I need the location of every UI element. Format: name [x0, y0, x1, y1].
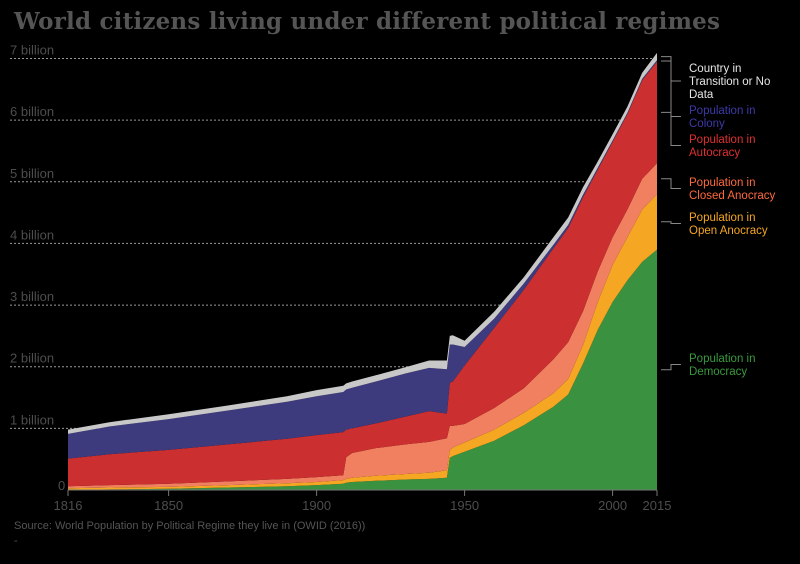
chart-title: World citizens living under different po…: [14, 8, 721, 35]
area-population-in-democracy: [68, 249, 657, 490]
legend-entry-line: Population in: [689, 212, 756, 224]
y-tick-label: 1 billion: [10, 412, 54, 427]
legend-entry-line: Population in: [689, 177, 756, 189]
x-tick-label: 1850: [154, 498, 183, 513]
legend-entry: Population in Autocracy: [689, 134, 756, 159]
legend-entry: Population in Democracy: [689, 353, 756, 378]
legend-leader-line: [661, 178, 681, 189]
legend-entry-line: Colony: [689, 118, 725, 130]
x-tick-label: 2000: [598, 498, 627, 513]
legend-entry: Population in Colony: [689, 105, 756, 130]
legend-leader-line: [661, 60, 681, 117]
legend-leader-line: [661, 111, 681, 146]
legend-entry: Population in Open Anocracy: [689, 212, 768, 237]
legend-entry-line: Population in: [689, 134, 756, 146]
y-tick-label: 5 billion: [10, 166, 54, 181]
legend: Country in Transition or No Data Population…: [661, 56, 776, 378]
y-tick-label: 0: [58, 478, 65, 493]
legend-entry: Country in Transition or No Data: [689, 63, 770, 101]
legend-leader-line: [661, 364, 681, 371]
legend-entry-line: Democracy: [689, 366, 747, 378]
legend-entry: Population in Closed Anocracy: [689, 177, 776, 202]
source-mark: -: [14, 535, 18, 547]
y-tick-label: 7 billion: [10, 42, 54, 57]
legend-leader-line: [661, 221, 681, 224]
x-tick-label: 1950: [450, 498, 479, 513]
legend-entry-line: Data: [689, 89, 714, 101]
x-tick-label: 1816: [54, 498, 83, 513]
y-tick-label: 4 billion: [10, 227, 54, 242]
stacked-areas: [68, 52, 657, 490]
source-note: Source: World Population by Political Re…: [14, 520, 366, 532]
y-tick-label: 3 billion: [10, 289, 54, 304]
legend-entry-line: Open Anocracy: [689, 225, 768, 237]
legend-entry-line: Autocracy: [689, 147, 740, 159]
legend-entry-line: Closed Anocracy: [689, 190, 776, 202]
x-tick-label: 2015: [643, 498, 672, 513]
legend-entry-line: Transition or No: [689, 76, 770, 88]
area-population-in-autocracy: [68, 61, 657, 487]
y-axis-ticks: 0 1 billion 2 billion 3 billion 4 billion 5 b…: [10, 42, 65, 493]
x-tick-label: 1900: [302, 498, 331, 513]
area-population-in-closed-anocracy: [68, 163, 657, 489]
legend-entry-line: Population in: [689, 105, 756, 117]
x-axis-ticks: 1816 1850 1900 1950 2000 2015: [54, 489, 672, 513]
y-tick-label: 2 billion: [10, 351, 54, 366]
y-tick-label: 6 billion: [10, 104, 54, 119]
legend-entry-line: Country in: [689, 63, 741, 75]
legend-entry-line: Population in: [689, 353, 756, 365]
